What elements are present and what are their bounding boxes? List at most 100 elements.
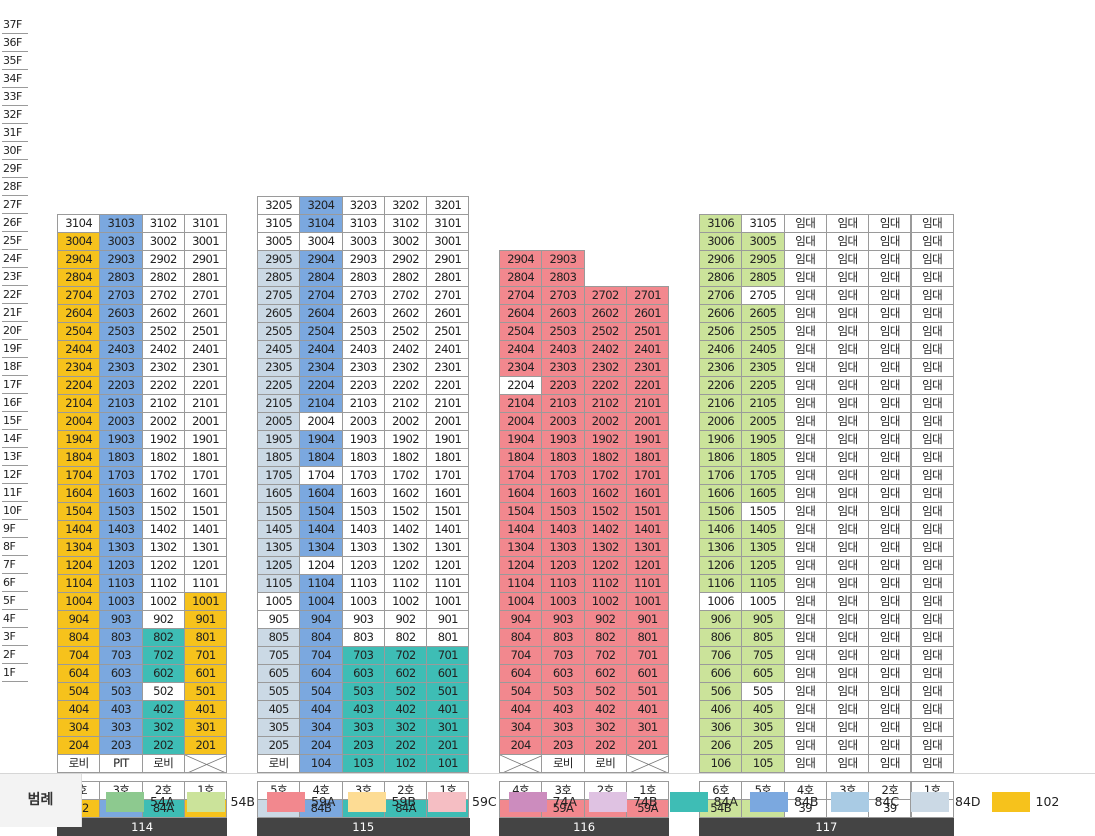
unit-cell: 1802 (583, 448, 627, 467)
unit-cell: 104 (299, 754, 343, 773)
unit-cell: 404 (57, 700, 101, 719)
unit-cell: 임대 (825, 322, 870, 341)
unit-cell: 1101 (426, 574, 470, 593)
empty-unit (499, 754, 543, 773)
legend-swatch (106, 792, 144, 812)
unit-cell: 1004 (499, 592, 543, 611)
unit-cell: 임대 (910, 358, 954, 377)
unit-cell: 502 (141, 682, 185, 701)
unit-cell: 2401 (625, 340, 670, 359)
unit-cell: 2803 (541, 268, 585, 287)
unit-cell: 704 (499, 646, 543, 665)
unit-cell: 임대 (910, 718, 954, 737)
unit-cell: 2702 (141, 286, 185, 305)
unit-cell: 102 (383, 754, 428, 773)
unit-cell: 2302 (141, 358, 185, 377)
unit-cell: 1202 (383, 556, 428, 575)
unit-cell: 1305 (257, 538, 301, 557)
unit-cell: 1301 (426, 538, 470, 557)
unit-cell: 임대 (868, 214, 912, 233)
unit-cell: 205 (741, 736, 785, 755)
floor-label: 32F (2, 106, 28, 124)
unit-cell: 2702 (583, 286, 627, 305)
unit-cell: 1304 (299, 538, 343, 557)
unit-cell: 503 (341, 682, 385, 701)
unit-cell: 3102 (383, 214, 428, 233)
unit-cell: 603 (99, 664, 143, 683)
floor-label: 14F (2, 430, 28, 448)
unit-cell: 임대 (868, 736, 912, 755)
unit-cell: 임대 (825, 664, 870, 683)
unit-cell: 2401 (426, 340, 470, 359)
unit-cell: 임대 (868, 340, 912, 359)
legend-swatch (991, 792, 1030, 812)
unit-cell: 임대 (783, 502, 827, 521)
unit-cell: 1205 (741, 556, 785, 575)
unit-cell: 2405 (257, 340, 301, 359)
unit-cell: 1103 (341, 574, 385, 593)
unit-cell: 1901 (183, 430, 228, 449)
legend-label: 59A (311, 794, 336, 809)
unit-cell: 1201 (183, 556, 228, 575)
unit-cell: 3001 (426, 232, 470, 251)
unit-cell: 임대 (825, 610, 870, 629)
unit-cell: 1401 (625, 520, 670, 539)
unit-type-label: 84A (141, 799, 185, 818)
unit-cell: 1204 (57, 556, 101, 575)
floor-label: 7F (2, 556, 28, 574)
unit-cell: 901 (183, 610, 228, 629)
unit-cell: 임대 (783, 628, 827, 647)
floor-label: 22F (2, 286, 28, 304)
unit-cell: 103 (341, 754, 385, 773)
unit-cell: 1805 (741, 448, 785, 467)
unit-cell: 405 (741, 700, 785, 719)
unit-cell: 1701 (183, 466, 228, 485)
unit-cell: 2101 (426, 394, 470, 413)
legend-label: 84A (713, 794, 738, 809)
unit-cell: 1503 (99, 502, 143, 521)
unit-cell: 2603 (541, 304, 585, 323)
unit-type-label: 39 (868, 799, 912, 818)
unit-cell: 1202 (141, 556, 185, 575)
unit-cell: 임대 (825, 394, 870, 413)
unit-cell: 703 (99, 646, 143, 665)
unit-cell: 903 (341, 610, 385, 629)
unit-cell: 임대 (910, 448, 954, 467)
unit-cell: 1604 (57, 484, 101, 503)
unit-cell: 1001 (625, 592, 670, 611)
unit-cell: 2802 (383, 268, 428, 287)
unit-cell: 204 (57, 736, 101, 755)
unit-cell: 802 (583, 628, 627, 647)
unit-cell: 2904 (299, 250, 343, 269)
unit-cell: 임대 (825, 214, 870, 233)
unit-cell: 2406 (699, 340, 743, 359)
unit-cell: 2404 (499, 340, 543, 359)
unit-cell: 2905 (741, 250, 785, 269)
unit-cell: 2001 (183, 412, 228, 431)
unit-cell: 임대 (783, 520, 827, 539)
unit-cell: 임대 (868, 394, 912, 413)
unit-type-label: 84A (383, 799, 428, 818)
unit-cell: 203 (541, 736, 585, 755)
unit-cell: 2201 (183, 376, 228, 395)
floor-label: 24F (2, 250, 28, 268)
unit-cell: 임대 (868, 718, 912, 737)
unit-cell: 1101 (183, 574, 228, 593)
unit-cell: 1303 (341, 538, 385, 557)
unit-cell: 2801 (426, 268, 470, 287)
unit-cell: 805 (741, 628, 785, 647)
unit-cell: 2801 (183, 268, 228, 287)
unit-cell: 1804 (299, 448, 343, 467)
unit-cell: 1402 (383, 520, 428, 539)
unit-cell: 804 (57, 628, 101, 647)
unit-cell: 2904 (57, 250, 101, 269)
unit-cell: 2105 (257, 394, 301, 413)
unit-cell: 임대 (910, 520, 954, 539)
unit-cell: 1804 (57, 448, 101, 467)
unit-cell: 805 (257, 628, 301, 647)
floor-label: 4F (2, 610, 28, 628)
unit-cell: 501 (426, 682, 470, 701)
unit-cell: 206 (699, 736, 743, 755)
unit-cell: 1401 (426, 520, 470, 539)
unit-cell: 404 (499, 700, 543, 719)
